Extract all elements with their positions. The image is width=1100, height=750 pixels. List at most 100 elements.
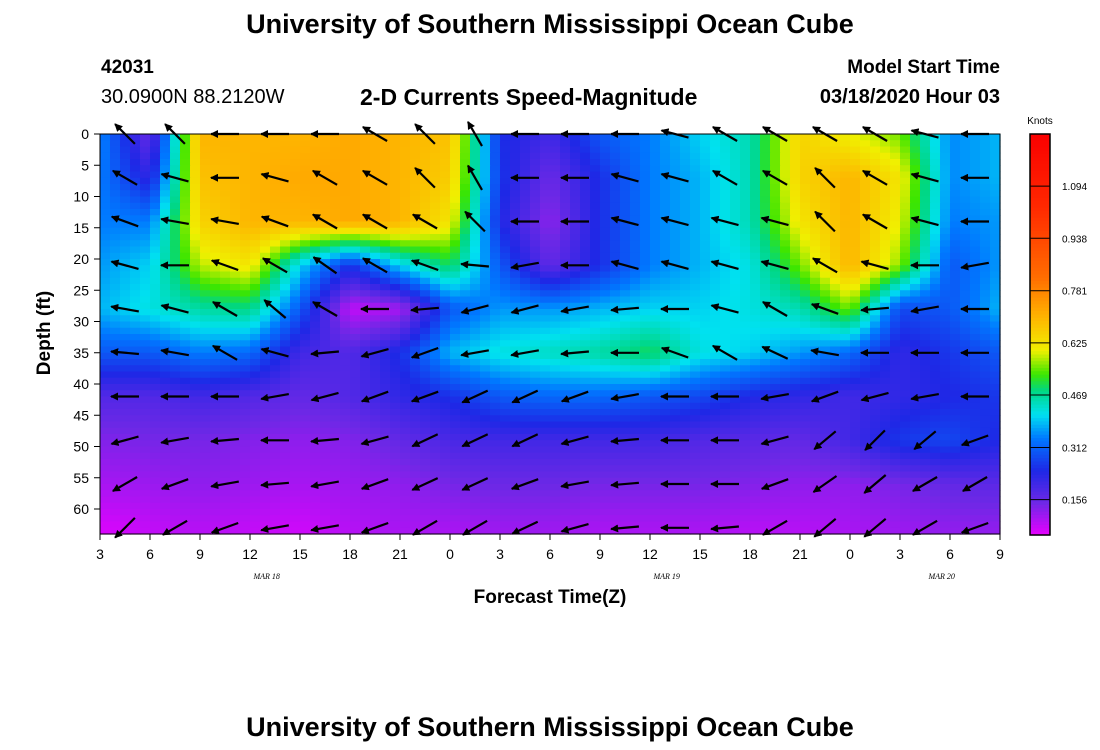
heat-cell — [780, 334, 791, 341]
heat-cell — [720, 240, 731, 248]
heat-cell — [670, 246, 681, 254]
heat-cell — [380, 159, 391, 166]
heat-cell — [440, 415, 451, 423]
heat-cell — [570, 315, 581, 323]
heat-cell — [530, 315, 541, 323]
heat-cell — [120, 140, 131, 148]
heat-cell — [160, 152, 171, 160]
heat-cell — [690, 171, 701, 179]
heat-cell — [890, 396, 901, 404]
heat-cell — [520, 277, 531, 285]
heat-cell — [390, 452, 401, 460]
heat-cell — [520, 284, 531, 291]
heat-cell — [780, 415, 791, 423]
heat-cell — [580, 284, 591, 291]
heat-cell — [570, 296, 581, 304]
heat-cell — [380, 452, 391, 460]
heat-cell — [270, 465, 281, 473]
heat-cell — [370, 190, 381, 198]
heat-cell — [520, 309, 531, 316]
heat-cell — [140, 196, 151, 204]
heat-cell — [850, 215, 861, 223]
heat-cell — [880, 196, 891, 204]
heat-cell — [490, 290, 501, 298]
heat-cell — [730, 140, 741, 148]
heat-cell — [290, 315, 301, 323]
heat-cell — [380, 265, 391, 273]
heat-cell — [270, 140, 281, 148]
heat-cell — [750, 209, 761, 216]
heat-cell — [490, 171, 501, 179]
heat-cell — [510, 227, 521, 235]
heat-cell — [320, 346, 331, 354]
heat-cell — [610, 284, 621, 291]
heat-cell — [550, 177, 561, 185]
heat-cell — [660, 140, 671, 148]
heat-cell — [450, 415, 461, 423]
heat-cell — [830, 234, 841, 241]
heat-cell — [690, 390, 701, 398]
heat-cell — [400, 171, 411, 179]
heat-cell — [230, 140, 241, 148]
heat-cell — [950, 246, 961, 254]
heat-cell — [160, 240, 171, 248]
heat-cell — [640, 184, 651, 191]
heat-cell — [540, 321, 551, 329]
heat-cell — [340, 415, 351, 423]
heat-cell — [140, 190, 151, 198]
heat-cell — [720, 165, 731, 173]
heat-cell — [350, 277, 361, 285]
heat-cell — [600, 190, 611, 198]
heat-cell — [620, 171, 631, 179]
heat-cell — [270, 234, 281, 241]
heat-cell — [550, 271, 561, 279]
heat-cell — [720, 146, 731, 154]
heat-cell — [920, 409, 931, 416]
heat-cell — [550, 371, 561, 379]
heat-cell — [810, 246, 821, 254]
heat-cell — [760, 202, 771, 210]
heat-cell — [640, 134, 651, 141]
heat-cell — [290, 227, 301, 235]
heat-cell — [250, 240, 261, 248]
heat-cell — [850, 134, 861, 141]
heat-cell — [890, 315, 901, 323]
heat-cell — [650, 209, 661, 216]
heat-cell — [430, 415, 441, 423]
heat-cell — [520, 302, 531, 310]
heat-cell — [680, 340, 691, 348]
heat-cell — [490, 396, 501, 404]
heat-cell — [870, 327, 881, 335]
heat-cell — [620, 446, 631, 454]
heat-cell — [350, 302, 361, 310]
heat-cell — [970, 377, 981, 385]
heat-cell — [100, 227, 111, 235]
heat-cell — [700, 409, 711, 416]
heat-cell — [420, 165, 431, 173]
heat-cell — [670, 352, 681, 360]
heat-cell — [340, 246, 351, 254]
heat-cell — [730, 240, 741, 248]
heat-cell — [610, 359, 621, 366]
heat-cell — [110, 446, 121, 454]
heat-cell — [280, 302, 291, 310]
heat-cell — [240, 159, 251, 166]
heat-cell — [990, 134, 1001, 141]
heat-cell — [870, 471, 881, 479]
heat-cell — [700, 177, 711, 185]
heat-cell — [150, 246, 161, 254]
heat-cell — [590, 277, 601, 285]
heat-cell — [510, 465, 521, 473]
heat-cell — [670, 390, 681, 398]
heat-cell — [210, 284, 221, 291]
heat-cell — [300, 227, 311, 235]
heat-cell — [530, 415, 541, 423]
heat-cell — [540, 159, 551, 166]
heat-cell — [160, 159, 171, 166]
heat-cell — [960, 340, 971, 348]
heat-cell — [830, 327, 841, 335]
heat-cell — [850, 471, 861, 479]
heat-cell — [840, 465, 851, 473]
heat-cell — [260, 252, 271, 260]
heat-cell — [580, 421, 591, 429]
